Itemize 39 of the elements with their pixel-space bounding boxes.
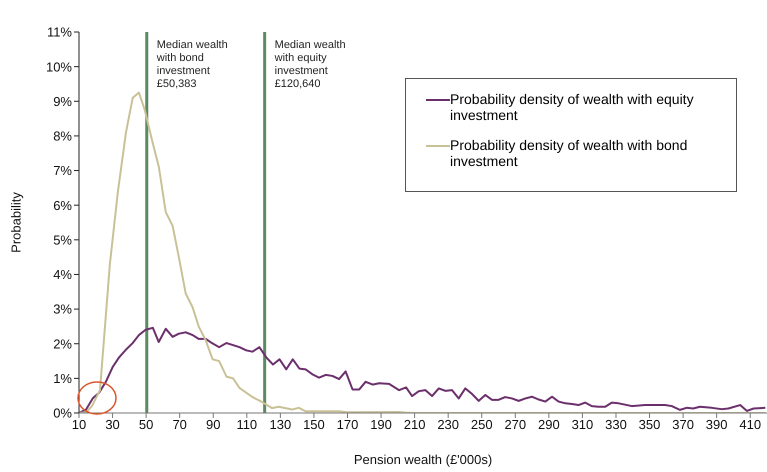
x-tick-label: 30 xyxy=(105,417,120,432)
y-tick-label: 6% xyxy=(53,198,72,213)
y-tick-label: 3% xyxy=(53,302,72,317)
y-tick-label: 2% xyxy=(53,336,72,352)
x-tick-label: 290 xyxy=(538,417,560,432)
y-tick-label: 0% xyxy=(53,406,72,421)
x-tick-label: 350 xyxy=(638,417,660,432)
ref-line-label: Median wealth with equity investment £120,640 xyxy=(274,39,346,90)
x-tick-label: 130 xyxy=(270,417,292,432)
x-tick-label: 70 xyxy=(172,417,187,432)
x-tick-label: 90 xyxy=(206,417,220,432)
x-tick-label: 370 xyxy=(672,417,694,432)
x-tick-label: 110 xyxy=(236,417,258,432)
y-tick-label: 8% xyxy=(53,128,72,144)
x-tick-label: 10 xyxy=(72,417,86,432)
y-tick-label: 11% xyxy=(46,24,72,40)
x-tick-label: 50 xyxy=(138,417,154,432)
ref-line-label: Median wealth with bond investment £50,383 xyxy=(156,39,228,90)
y-tick-label: 10% xyxy=(46,59,72,74)
y-tick-label: 9% xyxy=(53,94,72,109)
legend-label: Probability density of wealth with bond investment xyxy=(450,137,688,169)
x-tick-label: 170 xyxy=(336,417,358,432)
x-tick-label: 190 xyxy=(370,417,392,432)
x-tick-label: 150 xyxy=(303,417,325,432)
y-axis-title: Probability xyxy=(8,192,24,253)
x-tick-label: 210 xyxy=(404,417,426,432)
y-tick-label: 1% xyxy=(53,370,72,386)
x-tick-label: 270 xyxy=(504,417,526,432)
legend-label: Probability density of wealth with equity investment xyxy=(450,91,695,123)
x-tick-label: 330 xyxy=(605,417,627,432)
y-tick-label: 4% xyxy=(53,267,72,282)
y-tick-label: 5% xyxy=(53,232,72,248)
x-tick-label: 310 xyxy=(572,417,594,432)
x-tick-label: 250 xyxy=(470,417,493,432)
x-tick-label: 410 xyxy=(739,417,762,432)
x-axis-title: Pension wealth (£'000s) xyxy=(354,452,492,467)
x-tick-label: 390 xyxy=(706,417,728,432)
x-tick-label: 230 xyxy=(437,417,460,432)
y-tick-label: 7% xyxy=(53,163,72,178)
